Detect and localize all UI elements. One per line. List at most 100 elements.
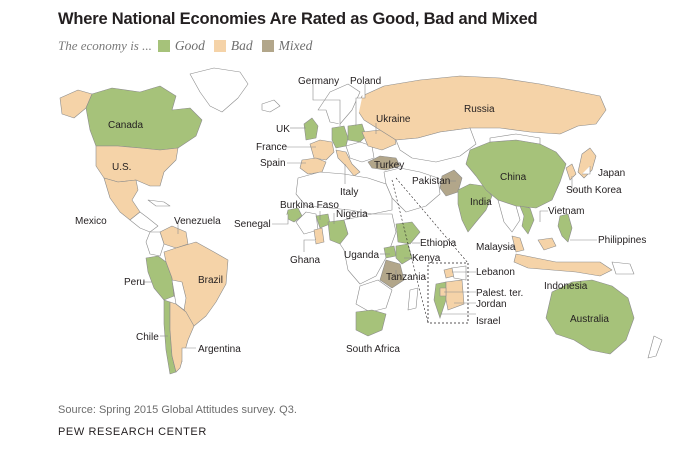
country-uganda bbox=[383, 245, 397, 259]
country-kenya bbox=[395, 243, 413, 265]
country-tanzania bbox=[379, 259, 405, 289]
label-germany: Germany bbox=[298, 76, 339, 87]
country-bolivia bbox=[171, 279, 187, 311]
country-philippines bbox=[557, 213, 573, 243]
country-japan bbox=[577, 147, 597, 179]
label-lebanon: Lebanon bbox=[476, 267, 515, 278]
country-ghana bbox=[313, 227, 325, 245]
country-southeast-asia bbox=[497, 199, 521, 233]
map-title: Where National Economies Are Rated as Go… bbox=[58, 10, 538, 28]
label-palestinian-territories: Palest. ter. bbox=[476, 288, 523, 299]
label-jordan: Jordan bbox=[476, 299, 507, 310]
label-ghana: Ghana bbox=[290, 255, 320, 266]
label-china: China bbox=[500, 172, 527, 183]
label-poland: Poland bbox=[350, 76, 381, 87]
legend-item-mixed: Mixed bbox=[261, 38, 313, 54]
legend-item-bad: Bad bbox=[213, 38, 253, 54]
label-kenya: Kenya bbox=[412, 253, 441, 264]
country-russia bbox=[355, 75, 607, 141]
label-peru: Peru bbox=[124, 277, 145, 288]
country-cuba bbox=[147, 199, 171, 207]
label-india: India bbox=[470, 197, 492, 208]
country-papua-new-guinea bbox=[611, 261, 635, 275]
country-italy bbox=[335, 149, 361, 177]
legend-item-good: Good bbox=[157, 38, 205, 54]
label-italy: Italy bbox=[340, 187, 358, 198]
legend-swatch-good bbox=[157, 40, 170, 52]
country-ethiopia bbox=[395, 221, 421, 245]
label-australia: Australia bbox=[570, 314, 609, 325]
label-venezuela: Venezuela bbox=[174, 216, 221, 227]
country-jordan-inset bbox=[445, 279, 465, 311]
legend-label-bad: Bad bbox=[230, 38, 253, 53]
country-north-africa bbox=[295, 171, 393, 215]
country-central-america bbox=[129, 211, 159, 233]
label-spain: Spain bbox=[260, 158, 286, 169]
country-central-europe bbox=[345, 141, 375, 163]
country-southern-africa bbox=[355, 279, 393, 313]
label-south-korea: South Korea bbox=[566, 185, 622, 196]
label-indonesia: Indonesia bbox=[544, 281, 588, 292]
country-turkey bbox=[367, 155, 401, 171]
country-uk bbox=[303, 117, 319, 141]
country-vietnam bbox=[519, 205, 535, 235]
country-india bbox=[457, 183, 493, 233]
legend-label-mixed: Mixed bbox=[278, 38, 313, 53]
label-malaysia: Malaysia bbox=[476, 242, 516, 253]
country-france bbox=[309, 139, 335, 161]
label-turkey: Turkey bbox=[374, 160, 404, 171]
country-south-korea bbox=[565, 163, 577, 181]
label-france: France bbox=[256, 142, 288, 153]
country-venezuela bbox=[159, 225, 189, 249]
country-germany bbox=[331, 125, 349, 149]
country-indonesia bbox=[513, 253, 613, 277]
country-central-asia bbox=[395, 127, 477, 163]
country-west-africa bbox=[295, 211, 319, 235]
legend-swatch-bad bbox=[213, 40, 226, 52]
label-tanzania: Tanzania bbox=[386, 272, 426, 283]
country-poland bbox=[347, 123, 367, 143]
country-australia bbox=[545, 279, 635, 355]
label-pakistan: Pakistan bbox=[412, 176, 450, 187]
country-spain bbox=[299, 157, 327, 175]
label-south-africa: South Africa bbox=[346, 344, 400, 355]
label-mexico: Mexico bbox=[75, 216, 107, 227]
country-mongolia bbox=[489, 133, 541, 145]
label-israel: Israel bbox=[476, 316, 500, 327]
label-argentina: Argentina bbox=[198, 344, 241, 355]
country-palestinian-territories-inset bbox=[439, 287, 447, 297]
legend-intro: The economy is ... bbox=[58, 38, 152, 53]
label-russia: Russia bbox=[464, 104, 495, 115]
label-uk: UK bbox=[276, 124, 290, 135]
country-middle-east bbox=[383, 167, 441, 213]
country-syria-inset bbox=[451, 265, 467, 281]
legend-swatch-mixed bbox=[261, 40, 274, 52]
label-nigeria: Nigeria bbox=[336, 209, 368, 220]
label-philippines: Philippines bbox=[598, 235, 646, 246]
country-malaysia-borneo bbox=[537, 237, 557, 251]
label-uganda: Uganda bbox=[344, 250, 379, 261]
label-burkina-faso: Burkina Faso bbox=[280, 200, 339, 211]
country-central-africa bbox=[339, 213, 397, 285]
label-canada: Canada bbox=[108, 120, 143, 131]
country-colombia bbox=[145, 231, 165, 257]
label-senegal: Senegal bbox=[234, 219, 271, 230]
label-brazil: Brazil bbox=[198, 275, 223, 286]
legend: The economy is ... Good Bad Mixed bbox=[58, 38, 321, 54]
label-ethiopia: Ethiopia bbox=[420, 238, 457, 249]
label-japan: Japan bbox=[598, 168, 625, 179]
label-ukraine: Ukraine bbox=[376, 114, 411, 125]
country-south-africa bbox=[355, 309, 387, 337]
inset-middle-east bbox=[427, 262, 469, 324]
label-chile: Chile bbox=[136, 332, 159, 343]
country-madagascar bbox=[407, 287, 419, 311]
country-malaysia bbox=[511, 235, 525, 253]
country-mexico bbox=[103, 177, 141, 221]
legend-label-good: Good bbox=[174, 38, 205, 53]
organization-name: PEW RESEARCH CENTER bbox=[58, 426, 207, 438]
country-burkina-faso bbox=[315, 213, 331, 229]
country-canada bbox=[85, 85, 203, 151]
label-vietnam: Vietnam bbox=[548, 206, 585, 217]
country-new-zealand bbox=[647, 335, 663, 359]
